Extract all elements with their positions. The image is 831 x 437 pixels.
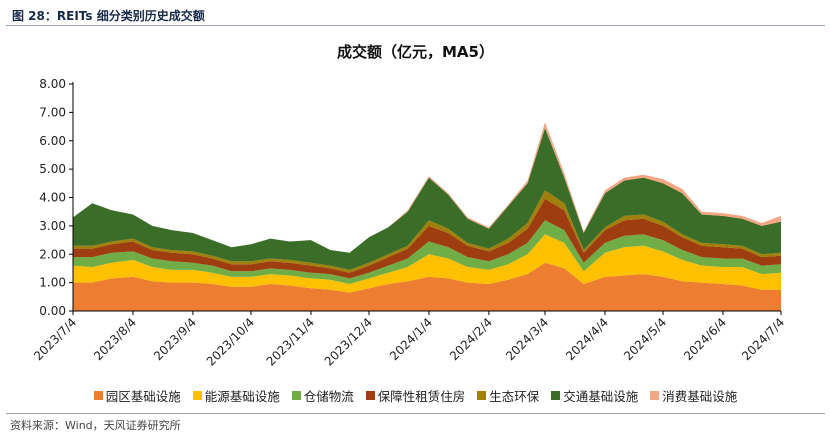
legend-label: 交通基础设施 [563,389,639,404]
legend-swatch [551,391,561,400]
series-area-3 [73,220,781,284]
y-tick-label: 7.00 [39,105,66,119]
legend-label: 能源基础设施 [204,389,280,404]
x-tick-label: 2023/7/4 [31,315,79,363]
legend-label: 生态环保 [489,389,540,404]
legend-item-1: 园区基础设施 [93,386,181,405]
x-tick-label: 2023/8/4 [91,315,139,363]
x-tick-label: 2024/1/4 [387,315,435,363]
series-area-2 [73,234,781,293]
y-tick-label: 0.00 [39,304,66,318]
series-area-6 [73,128,781,270]
series-area-1 [73,262,781,311]
legend-label: 保障性租赁住房 [377,389,466,404]
x-tick-label: 2023/11/4 [264,315,317,368]
y-tick-label: 8.00 [39,77,66,91]
caption-divider [6,25,825,26]
legend-label: 消费基础设施 [662,389,738,404]
legend-item-7: 消费基础设施 [650,386,737,405]
legend-swatch [93,391,103,400]
legend-item-6: 交通基础设施 [551,386,638,405]
series-area-4 [73,198,781,279]
y-tick-label: 5.00 [39,162,66,176]
legend-swatch [650,391,660,400]
legend-label: 园区基础设施 [105,389,181,404]
y-tick-label: 1.00 [39,276,66,290]
x-tick-label: 2024/7/4 [739,315,787,363]
legend-swatch [291,391,301,400]
chart-legend: 园区基础设施 能源基础设施 仓储物流 保障性租赁住房 生态环保 交通基础设施 消费基础设施 [0,386,831,405]
y-tick-label: 3.00 [39,219,66,233]
legend-swatch [477,391,487,400]
figure-caption: 图 28：REITs 细分类别历史成交额 [12,9,205,23]
legend-item-4: 保障性租赁住房 [365,386,466,405]
y-tick-label: 4.00 [39,191,66,205]
x-tick-label: 2024/2/4 [447,315,495,363]
legend-label: 仓储物流 [303,389,354,404]
x-tick-label: 2024/3/4 [503,315,551,363]
x-tick-label: 2023/12/4 [322,315,375,368]
x-tick-label: 2024/5/4 [621,315,669,363]
legend-swatch [192,391,202,400]
y-tick-label: 2.00 [39,247,66,261]
legend-item-3: 仓储物流 [291,386,354,405]
legend-item-5: 生态环保 [477,386,539,405]
x-tick-label: 2024/6/4 [681,315,729,363]
y-tick-label: 6.00 [39,134,66,148]
x-tick-label: 2023/9/4 [151,315,199,363]
legend-item-2: 能源基础设施 [192,386,280,405]
source-note: 资料来源：Wind，天风证券研究所 [10,419,181,432]
legend-swatch [365,391,375,400]
x-tick-label: 2024/4/4 [563,315,611,363]
chart-title: 成交额（亿元，MA5） [337,43,494,61]
source-divider [6,413,825,414]
x-tick-label: 2023/10/4 [204,315,257,368]
